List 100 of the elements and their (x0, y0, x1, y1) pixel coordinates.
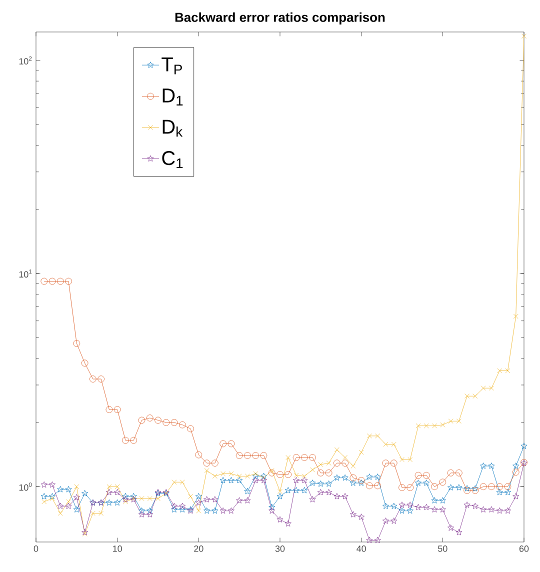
point (130, 493, 137, 500)
point (268, 470, 276, 476)
point (147, 496, 152, 501)
point (212, 507, 218, 514)
point (456, 529, 462, 536)
point (106, 406, 113, 413)
point (146, 511, 154, 518)
point (253, 471, 258, 476)
point (317, 488, 324, 496)
point (375, 433, 380, 438)
point (90, 510, 96, 516)
point (284, 487, 292, 494)
point (504, 488, 511, 496)
point (40, 278, 48, 285)
point (65, 502, 72, 509)
point (179, 502, 186, 509)
point (171, 502, 178, 509)
point (480, 386, 486, 391)
point (228, 471, 234, 476)
y-tick-label: 10$^{2}$ (19, 56, 32, 64)
point (42, 499, 47, 504)
point (366, 482, 373, 490)
point (472, 487, 479, 494)
point (122, 436, 129, 444)
point (66, 499, 71, 504)
x-tick-label: 30 (275, 546, 285, 552)
point (139, 496, 144, 501)
point (439, 478, 446, 486)
point (309, 480, 316, 486)
point (301, 487, 308, 494)
point (293, 477, 300, 484)
point (204, 468, 210, 474)
point (317, 470, 324, 476)
point (123, 499, 128, 504)
point (497, 368, 502, 374)
point (204, 507, 210, 514)
point (406, 507, 414, 514)
point (252, 477, 259, 484)
point (130, 436, 137, 444)
legend-label: T$_{P}$ (162, 57, 182, 74)
point (203, 460, 210, 466)
point (220, 471, 226, 476)
point (261, 475, 266, 480)
point (171, 506, 178, 512)
point (49, 481, 56, 488)
point (268, 504, 276, 510)
point (400, 457, 404, 462)
point (391, 442, 396, 447)
point (179, 506, 186, 512)
point (520, 442, 528, 449)
point (416, 423, 421, 428)
point (50, 496, 55, 501)
point (358, 477, 365, 484)
point (73, 494, 80, 500)
point (276, 471, 284, 478)
point (90, 376, 96, 382)
point (98, 376, 104, 382)
legend-label: C$_{1}$ (162, 151, 183, 168)
point (114, 484, 120, 490)
point (447, 470, 454, 476)
point (456, 470, 462, 476)
point (106, 488, 112, 496)
y-tick-label: 10$^{1}$ (19, 270, 32, 278)
point (260, 472, 267, 479)
point (212, 474, 218, 479)
point (472, 502, 478, 509)
point (350, 511, 356, 518)
point (325, 470, 332, 476)
point (49, 493, 56, 500)
y-tick-label: 10$^{0}$ (19, 482, 32, 491)
point (236, 477, 243, 484)
point (390, 460, 398, 466)
point (58, 510, 63, 516)
point (40, 481, 48, 488)
point (504, 483, 512, 490)
legend-label: D$_{k}$ (162, 120, 183, 137)
point (170, 419, 178, 426)
point (383, 442, 388, 447)
point (432, 423, 437, 428)
point (114, 406, 121, 413)
point (496, 488, 503, 496)
point (512, 493, 520, 500)
point (220, 507, 226, 514)
point (228, 440, 235, 448)
point (334, 474, 340, 481)
x-tick-label: 50 (438, 546, 448, 552)
point (269, 468, 274, 474)
x-tick-label: 10 (113, 546, 122, 552)
point (302, 474, 307, 479)
point (464, 502, 470, 508)
point (317, 480, 324, 487)
point (350, 464, 356, 468)
point (284, 520, 292, 527)
point (326, 460, 332, 466)
point (318, 462, 324, 468)
point (448, 524, 454, 531)
point (456, 418, 462, 424)
point (390, 518, 398, 524)
point (488, 506, 495, 512)
point (82, 490, 88, 496)
